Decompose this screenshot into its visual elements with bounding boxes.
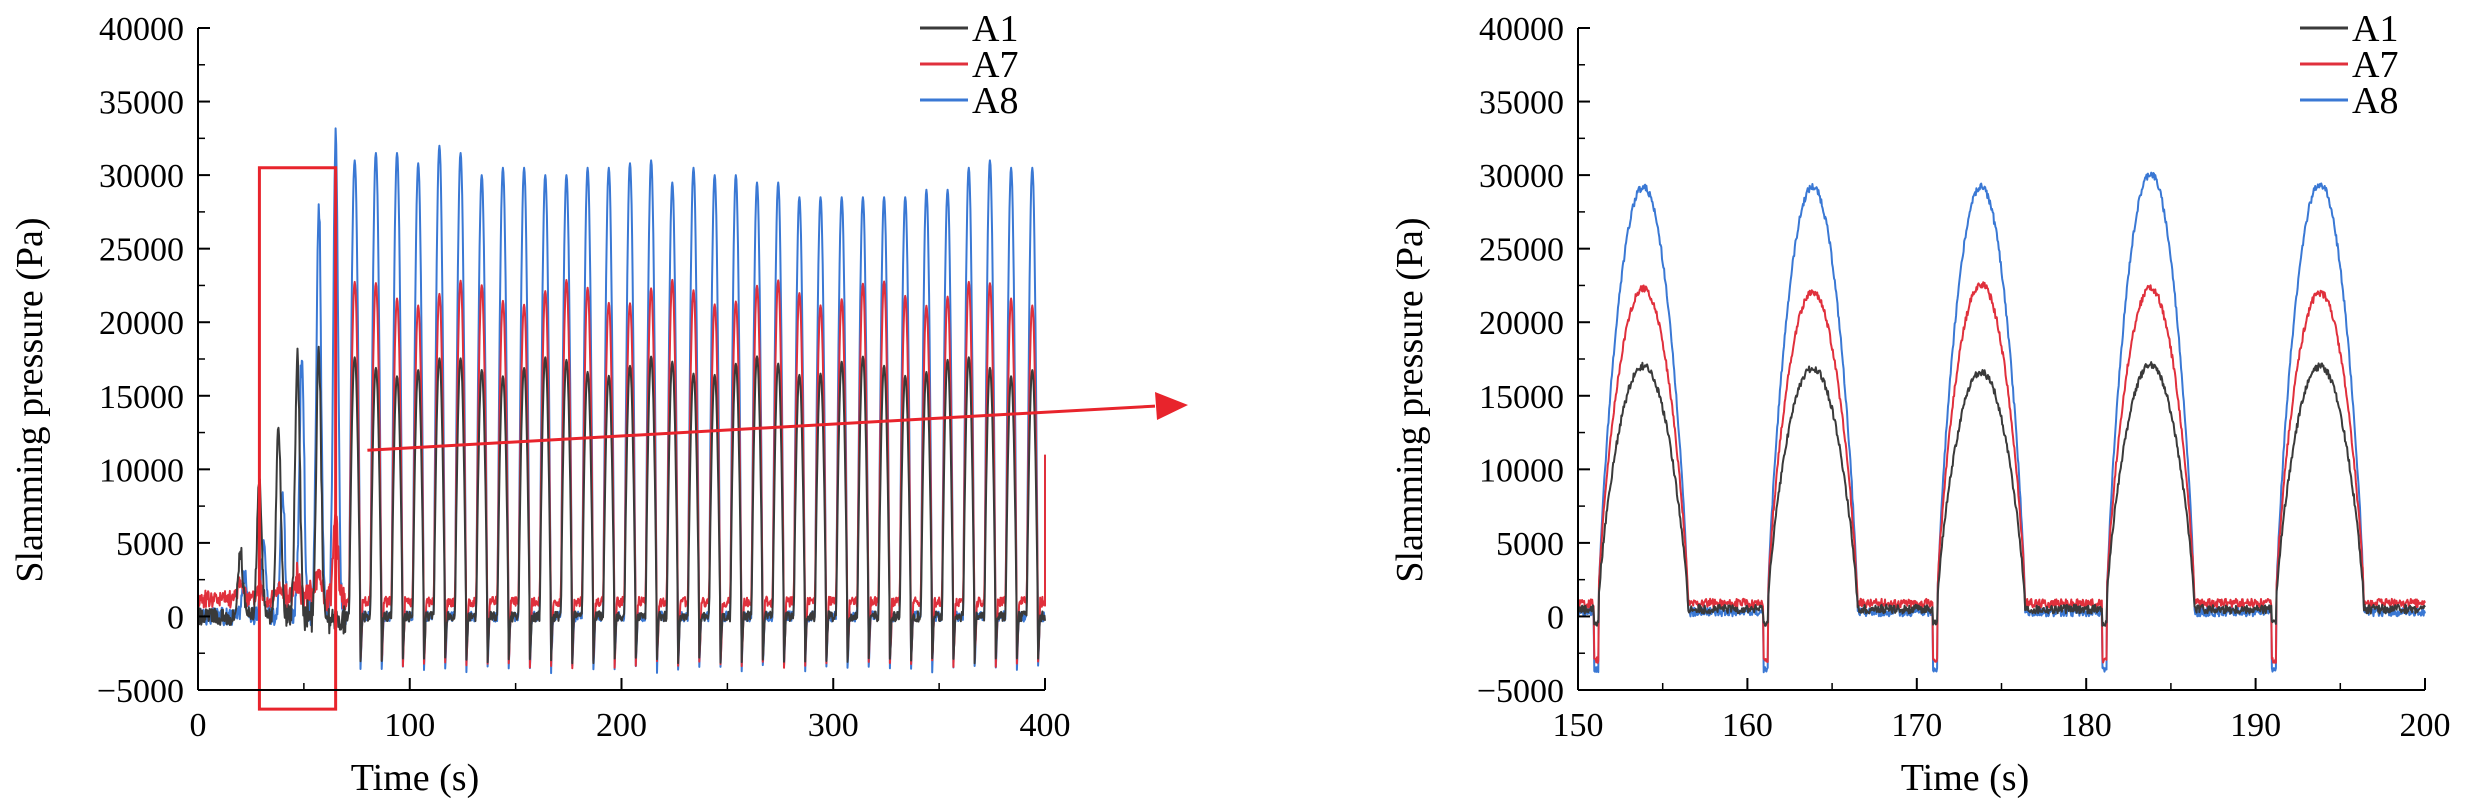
y-tick-label: 20000	[1479, 305, 1564, 342]
y-tick-label: 40000	[1479, 11, 1564, 48]
y-tick-label: 30000	[1479, 158, 1564, 195]
y-tick-label: 20000	[99, 305, 184, 342]
x-tick-label: 180	[2061, 707, 2112, 744]
x-tick-label: 400	[1020, 707, 1071, 744]
x-tick-label: 200	[596, 707, 647, 744]
y-tick-label: 15000	[99, 379, 184, 416]
right-y-axis-title: Slamming pressure (Pa)	[1389, 217, 1431, 582]
left-tick-labels: −500005000100001500020000250003000035000…	[97, 11, 1071, 744]
y-tick-label: 25000	[99, 232, 184, 269]
legend-label-a7: A7	[972, 44, 1018, 86]
left-series-a1-line	[197, 345, 1046, 665]
y-tick-label: 35000	[1479, 85, 1564, 122]
x-tick-label: 150	[1553, 707, 1604, 744]
x-tick-label: 200	[2400, 707, 2451, 744]
legend-label-a8: A8	[972, 80, 1018, 122]
right-tick-labels: −5000 0 5000 10000 15000 20000 25000 30000 35000…	[1477, 11, 2451, 744]
left-series-a7-line	[197, 278, 1046, 670]
legend-label-a8: A8	[2352, 80, 2398, 122]
left-axes	[197, 27, 1046, 691]
y-tick-label: 25000	[1479, 232, 1564, 269]
right-x-axis-title: Time (s)	[1901, 757, 2029, 799]
legend-label-a1: A1	[2352, 8, 2398, 50]
x-tick-label: 170	[1891, 707, 1942, 744]
right-axes	[1577, 27, 2426, 691]
y-tick-label: 10000	[1479, 452, 1564, 489]
zoom-callout-arrowhead	[1155, 392, 1188, 420]
right-series-a1-line	[1577, 361, 2426, 627]
left-series-group	[197, 127, 1046, 675]
x-tick-label: 300	[808, 707, 859, 744]
y-tick-label: 5000	[1496, 526, 1564, 563]
y-tick-label: 40000	[99, 11, 184, 48]
right-series-group	[1577, 171, 2426, 674]
y-tick-label: −5000	[1477, 673, 1564, 710]
x-tick-label: 190	[2230, 707, 2281, 744]
x-tick-label: 160	[1722, 707, 1773, 744]
y-tick-label: 5000	[116, 526, 184, 563]
chart-zoomed-150-200s: −5000 0 5000 10000 15000 20000 25000 30000 35000…	[1389, 8, 2451, 799]
legend-label-a7: A7	[2352, 44, 2398, 86]
y-tick-label: 30000	[99, 158, 184, 195]
x-tick-label: 100	[384, 707, 435, 744]
left-y-axis-title: Slamming pressure (Pa)	[9, 217, 51, 582]
right-series-a8-line	[1577, 171, 2426, 674]
y-tick-label: 35000	[99, 85, 184, 122]
y-tick-label: 10000	[99, 452, 184, 489]
x-tick-label: 0	[190, 707, 207, 744]
zoom-callout-arrow-line	[367, 404, 1156, 452]
y-tick-label: 0	[1547, 599, 1564, 636]
y-tick-label: 15000	[1479, 379, 1564, 416]
zoom-highlight-box	[257, 166, 338, 711]
y-tick-label: −5000	[97, 673, 184, 710]
left-annotations	[257, 166, 1188, 711]
chart-full-time-history: −500005000100001500020000250003000035000…	[9, 8, 1188, 799]
left-x-axis-title: Time (s)	[351, 757, 479, 799]
y-tick-label: 0	[167, 599, 184, 636]
legend-label-a1: A1	[972, 8, 1018, 50]
right-series-a7-line	[1577, 281, 2426, 664]
